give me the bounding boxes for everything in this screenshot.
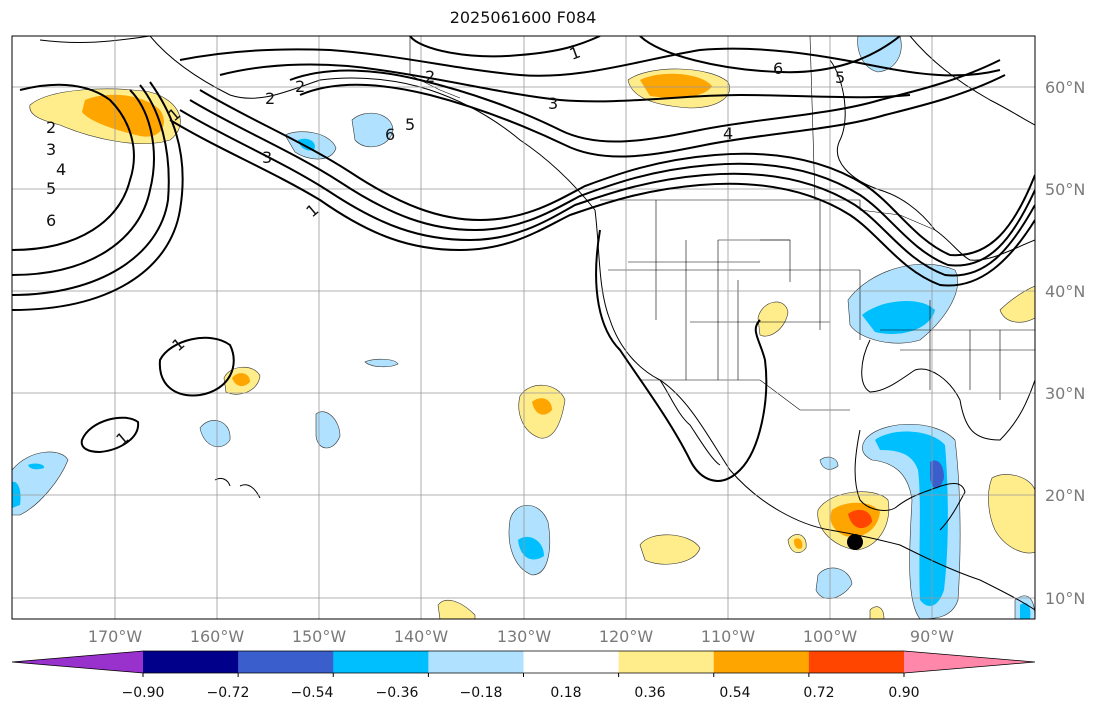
- lon-label: 90°W: [910, 627, 954, 646]
- contour-label: 4: [723, 124, 733, 143]
- contour-label: 5: [405, 115, 415, 134]
- colorbar-tick-label: −0.90: [122, 685, 165, 701]
- colorbar-tick-label: 0.36: [634, 685, 665, 701]
- colorbar-extend-left: [12, 651, 143, 673]
- contour-label: 5: [835, 68, 845, 87]
- contour-label: 6: [46, 211, 56, 230]
- lon-label: 120°W: [599, 627, 654, 646]
- longitude-labels: 170°W 160°W 150°W 140°W 130°W 120°W 110°…: [88, 627, 954, 646]
- lon-label: 130°W: [497, 627, 552, 646]
- contour-label: 3: [548, 94, 558, 113]
- colorbar-tick-label: −0.54: [291, 685, 334, 701]
- contour-labels: 1 1 1 1 1 2 2 2 2 3 3 3 4 4 5 5 5 6 6 6: [46, 42, 845, 449]
- contour-label: 2: [265, 89, 275, 108]
- lat-label: 50°N: [1045, 180, 1085, 199]
- lon-label: 140°W: [394, 627, 449, 646]
- height-contours: [12, 36, 1035, 482]
- gridlines: [12, 36, 1035, 619]
- latitude-labels: 60°N 50°N 40°N 30°N 20°N 10°N: [1045, 78, 1085, 608]
- colorbar-segment: [143, 651, 239, 673]
- map-frame: [11, 35, 1036, 620]
- map-title: 2025061600 F084: [449, 8, 597, 27]
- lon-label: 150°W: [292, 627, 347, 646]
- political-borders: [409, 36, 1035, 411]
- lat-label: 30°N: [1045, 384, 1085, 403]
- colorbar-tick-label: 0.72: [803, 685, 834, 701]
- lat-label: 40°N: [1045, 282, 1085, 301]
- colorbar-ticks: −0.90 −0.72 −0.54 −0.36 −0.18 0.18 0.36 …: [122, 685, 920, 701]
- colorbar-segment: [333, 651, 429, 673]
- lon-label: 160°W: [190, 627, 245, 646]
- contour-label: 2: [425, 67, 435, 86]
- contour-label: 6: [385, 125, 395, 144]
- lon-label: 170°W: [88, 627, 143, 646]
- colorbar-segments: [11, 650, 1036, 677]
- colorbar-tick-label: 0.90: [888, 685, 919, 701]
- storm-center-marker: [847, 534, 863, 550]
- colorbar-tick-label: −0.72: [207, 685, 250, 701]
- lat-label: 10°N: [1045, 589, 1085, 608]
- colorbar-segment: [428, 651, 524, 673]
- colorbar-tick-label: −0.18: [460, 685, 503, 701]
- contour-label: 3: [46, 140, 56, 159]
- colorbar-segment: [523, 651, 620, 673]
- lat-label: 60°N: [1045, 78, 1085, 97]
- coastlines: [39, 36, 1035, 611]
- lon-label: 100°W: [803, 627, 858, 646]
- anomaly-shading: [12, 36, 1035, 619]
- contour-label: 2: [46, 118, 56, 137]
- lon-label: 110°W: [701, 627, 756, 646]
- colorbar-tick-label: −0.36: [376, 685, 419, 701]
- colorbar-extend-right: [904, 651, 1035, 673]
- colorbar-segment: [238, 651, 334, 673]
- contour-label: 6: [773, 59, 783, 78]
- colorbar-segment: [618, 651, 715, 673]
- contour-label: 4: [56, 160, 66, 179]
- colorbar: −0.90 −0.72 −0.54 −0.36 −0.18 0.18 0.36 …: [11, 650, 1036, 701]
- colorbar-tick-label: 0.18: [550, 685, 581, 701]
- contour-label: 2: [295, 77, 305, 96]
- contour-label: 5: [46, 179, 56, 198]
- colorbar-tick-label: 0.54: [719, 685, 750, 701]
- colorbar-segment: [808, 651, 905, 673]
- colorbar-segment: [713, 651, 810, 673]
- contour-label: 3: [262, 148, 272, 167]
- lat-label: 20°N: [1045, 486, 1085, 505]
